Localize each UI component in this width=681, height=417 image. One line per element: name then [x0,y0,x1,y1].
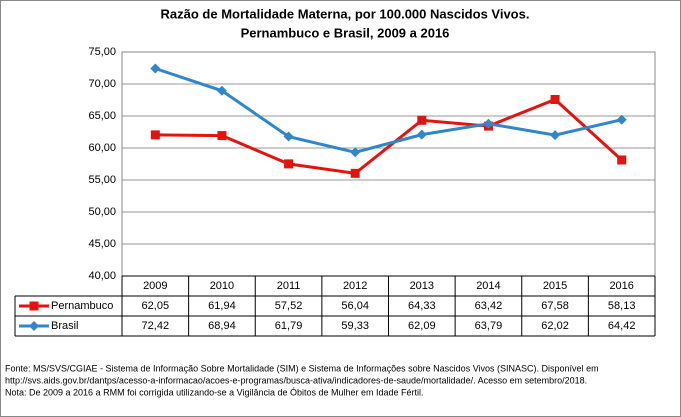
table-value: 62,05 [142,300,170,312]
table-value: 68,94 [208,320,236,332]
table-value: 72,42 [142,320,170,332]
y-tick-label: 45,00 [88,238,116,250]
x-tick-label: 2011 [277,280,301,292]
legend-label: Pernambuco [51,300,113,312]
y-tick-label: 65,00 [88,110,116,122]
y-tick-label: 60,00 [88,142,116,154]
note: Nota: De 2009 a 2016 a RMM foi corrigida… [5,387,424,397]
table-value: 64,42 [608,320,636,332]
table-value: 63,79 [475,320,503,332]
table-value: 61,79 [275,320,303,332]
marker [29,321,39,331]
x-tick-label: 2009 [143,280,167,292]
x-tick-label: 2016 [609,280,633,292]
marker [150,130,160,140]
table-value: 63,42 [475,300,503,312]
note: http://svs.aids.gov.br/dantps/acesso-a-i… [5,375,587,385]
table-value: 56,04 [341,300,369,312]
table-value: 57,52 [275,300,303,312]
marker [616,114,627,125]
marker [350,147,361,158]
y-tick-label: 40,00 [88,270,116,282]
series-line [155,97,623,175]
table-value: 58,13 [608,300,636,312]
marker [617,155,627,165]
marker [150,63,161,74]
marker [284,159,294,169]
y-tick-label: 75,00 [88,46,116,58]
y-tick-label: 70,00 [88,78,116,90]
marker [550,94,560,104]
chart-title: Razão de Mortalidade Materna, por 100.00… [161,6,530,21]
x-tick-label: 2013 [410,280,434,292]
table-value: 59,33 [341,320,369,332]
y-tick-label: 55,00 [88,174,116,186]
x-tick-label: 2014 [476,280,500,292]
marker [417,115,427,125]
table-value: 67,58 [541,300,569,312]
y-tick-label: 50,00 [88,206,116,218]
table-value: 61,94 [208,300,236,312]
chart-title: Pernambuco e Brasil, 2009 a 2016 [241,25,450,40]
table-value: 62,09 [408,320,436,332]
note: Fonte: MS/SVS/CGIAE - Sistema de Informa… [5,363,599,373]
marker [217,131,227,141]
marker [350,168,360,178]
marker [416,129,427,140]
marker [216,85,227,96]
table-value: 64,33 [408,300,436,312]
x-tick-label: 2010 [210,280,234,292]
marker [550,130,561,141]
x-tick-label: 2015 [543,280,567,292]
marker [283,131,294,142]
marker [483,118,494,129]
table-value: 62,02 [541,320,569,332]
series-line [154,67,623,154]
x-tick-label: 2012 [343,280,367,292]
marker [29,301,39,311]
legend-label: Brasil [51,320,79,332]
